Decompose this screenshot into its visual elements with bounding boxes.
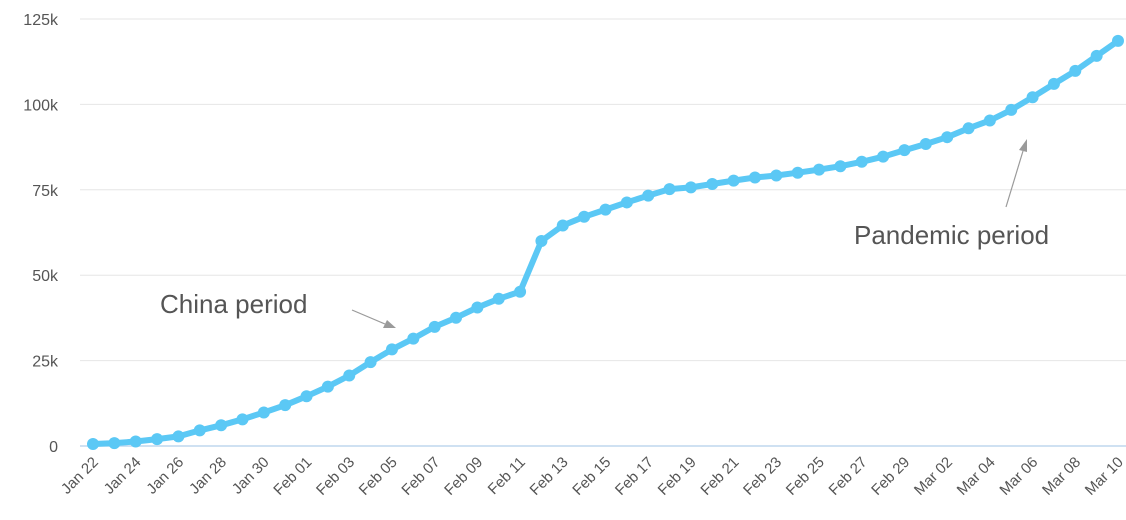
data-point[interactable] (770, 169, 783, 182)
data-point[interactable] (684, 181, 697, 194)
data-point[interactable] (407, 332, 420, 345)
data-point[interactable] (556, 219, 569, 232)
y-tick-label: 125k (23, 12, 59, 29)
annotation-china-period: China period (160, 289, 307, 319)
data-point[interactable] (129, 435, 142, 448)
data-point[interactable] (1047, 77, 1060, 90)
x-tick-label: Feb 27 (826, 454, 871, 499)
data-point[interactable] (855, 155, 868, 168)
data-point[interactable] (1112, 34, 1124, 47)
x-tick-label: Mar 02 (911, 454, 956, 499)
x-tick-label: Jan 26 (143, 454, 187, 498)
data-point[interactable] (236, 413, 249, 426)
x-tick-label: Feb 03 (313, 454, 358, 499)
x-tick-label: Feb 05 (356, 454, 401, 499)
data-point[interactable] (813, 163, 826, 176)
data-point[interactable] (962, 122, 975, 135)
x-tick-label: Jan 22 (58, 454, 102, 498)
data-point[interactable] (1069, 64, 1082, 77)
data-point[interactable] (428, 320, 441, 333)
data-point[interactable] (151, 433, 164, 446)
x-tick-label: Feb 15 (569, 454, 614, 499)
data-point[interactable] (642, 189, 655, 202)
data-point[interactable] (172, 430, 185, 443)
x-tick-label: Feb 19 (655, 454, 700, 499)
data-point[interactable] (492, 292, 505, 305)
data-point[interactable] (706, 177, 719, 190)
data-point[interactable] (193, 424, 206, 437)
data-point[interactable] (898, 144, 911, 157)
x-tick-label: Feb 09 (441, 454, 486, 499)
grid-lines (80, 18, 1126, 447)
x-tick-label: Feb 01 (270, 454, 315, 499)
y-tick-label: 75k (32, 183, 59, 200)
series-points (87, 34, 1124, 451)
data-point[interactable] (663, 183, 676, 196)
data-point[interactable] (300, 390, 313, 403)
y-tick-label: 50k (32, 268, 59, 285)
y-tick-label: 0 (49, 439, 58, 456)
data-point[interactable] (257, 406, 270, 419)
x-tick-label: Feb 29 (868, 454, 913, 499)
data-point[interactable] (834, 160, 847, 173)
y-tick-label: 25k (32, 354, 59, 371)
x-tick-label: Mar 06 (996, 454, 1041, 499)
annotation-pandemic-arrow (1005, 150, 1024, 208)
data-point[interactable] (108, 437, 121, 450)
data-point[interactable] (791, 166, 804, 179)
data-point[interactable] (471, 301, 484, 314)
x-tick-label: Jan 30 (229, 454, 273, 498)
data-point[interactable] (535, 235, 548, 248)
data-point[interactable] (450, 311, 463, 324)
data-point[interactable] (364, 356, 377, 369)
data-point[interactable] (514, 285, 527, 298)
annotation-china-arrow (351, 309, 386, 325)
data-point[interactable] (941, 131, 954, 144)
annotation-pandemic-period: Pandemic period (854, 220, 1049, 250)
data-point[interactable] (1026, 91, 1039, 104)
x-tick-label: Feb 21 (697, 454, 742, 499)
x-tick-label: Feb 11 (485, 454, 529, 498)
data-point[interactable] (983, 114, 996, 127)
data-point[interactable] (877, 150, 890, 163)
data-point[interactable] (620, 196, 633, 209)
data-point[interactable] (87, 438, 99, 451)
annotation-pandemic-arrowhead (1019, 139, 1027, 152)
x-tick-label: Mar 10 (1082, 454, 1126, 499)
data-point[interactable] (919, 138, 932, 151)
y-axis: 0 25k 50k 75k 100k 125k (23, 12, 59, 456)
data-point[interactable] (279, 399, 292, 412)
annotations: China period Pandemic period (160, 139, 1049, 328)
x-tick-label: Feb 23 (740, 454, 785, 499)
x-tick-label: Jan 28 (186, 454, 230, 498)
data-point[interactable] (321, 380, 334, 393)
data-point[interactable] (1005, 103, 1018, 116)
x-tick-label: Feb 17 (612, 454, 657, 499)
x-tick-label: Mar 04 (954, 454, 999, 499)
annotation-china-arrowhead (383, 320, 396, 328)
x-tick-label: Mar 08 (1039, 454, 1084, 499)
x-tick-label: Jan 24 (101, 454, 145, 498)
data-point[interactable] (599, 203, 612, 216)
data-point[interactable] (578, 210, 591, 223)
data-point[interactable] (215, 419, 228, 432)
data-point[interactable] (385, 343, 398, 356)
data-point[interactable] (727, 174, 740, 187)
data-point[interactable] (1090, 49, 1103, 62)
data-point[interactable] (343, 369, 356, 382)
y-tick-label: 100k (23, 97, 59, 114)
x-tick-label: Feb 07 (398, 454, 443, 499)
x-tick-label: Feb 25 (783, 454, 828, 499)
x-tick-label: Feb 13 (527, 454, 572, 499)
data-point[interactable] (748, 171, 761, 184)
